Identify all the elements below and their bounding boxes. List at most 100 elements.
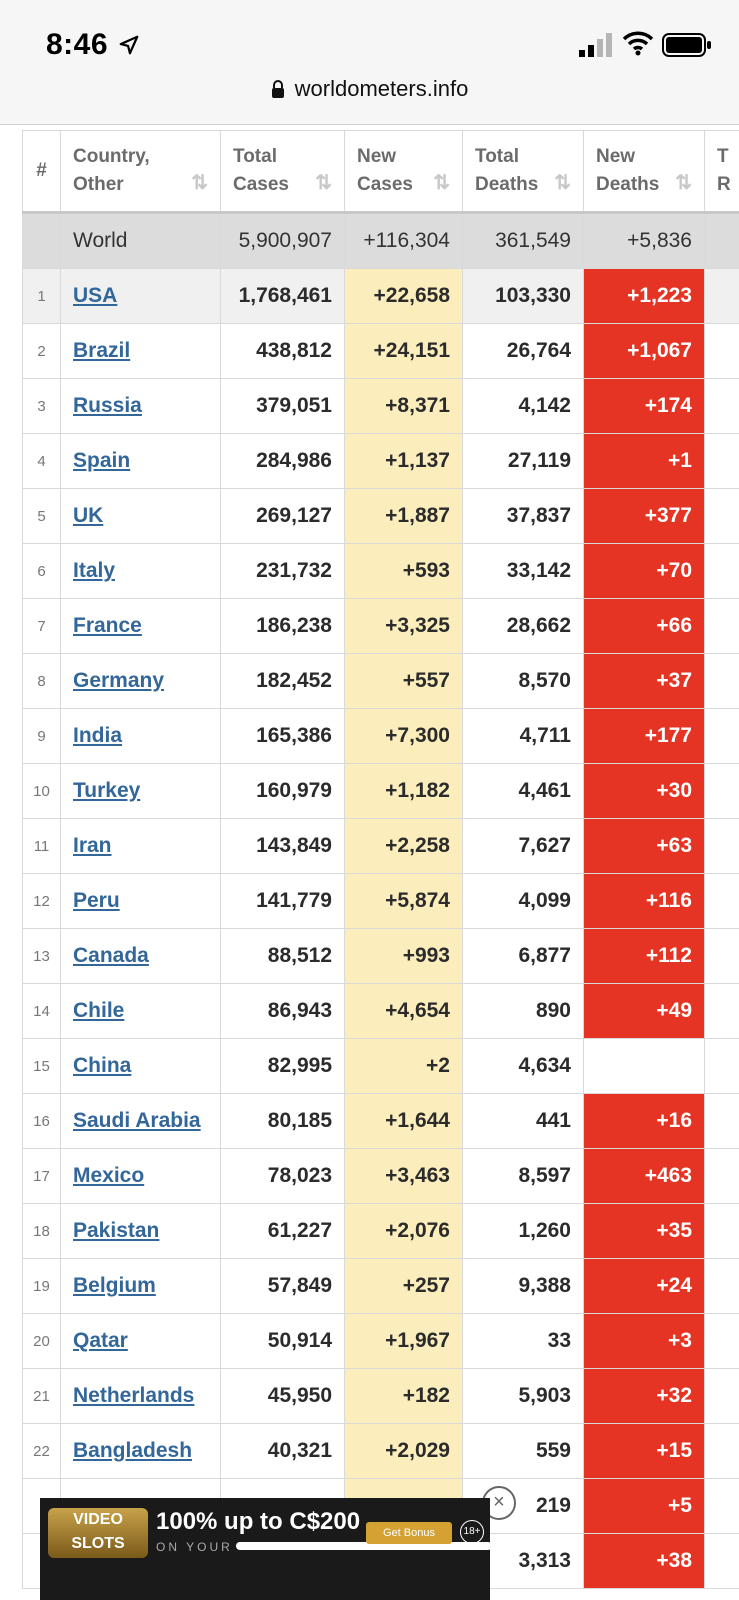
sort-icon[interactable]: ⇅ bbox=[191, 172, 208, 194]
new-deaths-cell bbox=[583, 1038, 705, 1094]
total-cases-cell: 50,914 bbox=[220, 1313, 345, 1369]
country-cell: India bbox=[60, 708, 221, 764]
sort-icon[interactable]: ⇅ bbox=[675, 172, 692, 194]
total-recovered-cell bbox=[704, 763, 739, 819]
country-link[interactable]: Brazil bbox=[73, 339, 131, 362]
country-link[interactable]: Spain bbox=[73, 449, 131, 472]
new-deaths-cell: +174 bbox=[583, 378, 705, 434]
rank-cell: 19 bbox=[22, 1258, 61, 1314]
rank-cell: 14 bbox=[22, 983, 61, 1039]
table-row: 14 Chile 86,943 +4,654 890 +49 bbox=[22, 983, 739, 1039]
new-cases-cell: +2,029 bbox=[344, 1423, 463, 1479]
header-label: Cases bbox=[357, 174, 413, 195]
table-row: 10 Turkey 160,979 +1,182 4,461 +30 bbox=[22, 763, 739, 819]
country-link[interactable]: Russia bbox=[73, 394, 142, 417]
total-deaths-cell: 8,597 bbox=[462, 1148, 584, 1204]
country-link[interactable]: Mexico bbox=[73, 1164, 145, 1187]
sort-icon[interactable]: ⇅ bbox=[554, 172, 571, 194]
table-row: 15 China 82,995 +2 4,634 bbox=[22, 1038, 739, 1094]
covid-table: # Country, Other ⇅ Total Cases ⇅ New Cases ⇅ Total… bbox=[22, 130, 739, 1589]
header-rank[interactable]: # bbox=[22, 130, 61, 214]
country-link[interactable]: Belgium bbox=[73, 1274, 156, 1297]
total-recovered-cell bbox=[704, 268, 739, 324]
new-deaths-cell: +63 bbox=[583, 818, 705, 874]
header-label: Deaths bbox=[475, 174, 539, 195]
country-cell: World bbox=[60, 212, 221, 269]
header-label: Other bbox=[73, 174, 124, 195]
new-deaths-cell: +463 bbox=[583, 1148, 705, 1204]
rank-cell: 21 bbox=[22, 1368, 61, 1424]
covid-table-container[interactable]: # Country, Other ⇅ Total Cases ⇅ New Cases ⇅ Total… bbox=[22, 130, 739, 1600]
country-link[interactable]: Canada bbox=[73, 944, 149, 967]
country-link[interactable]: Italy bbox=[73, 559, 116, 582]
total-deaths-cell: 5,903 bbox=[462, 1368, 584, 1424]
battery-icon bbox=[662, 33, 711, 57]
header-new-deaths[interactable]: New Deaths ⇅ bbox=[583, 130, 705, 214]
new-cases-cell: +5,874 bbox=[344, 873, 463, 929]
lock-icon bbox=[271, 80, 284, 98]
cellular-signal-icon bbox=[579, 33, 612, 57]
new-deaths-cell: +16 bbox=[583, 1093, 705, 1149]
total-recovered-cell bbox=[704, 1093, 739, 1149]
country-link[interactable]: USA bbox=[73, 284, 118, 307]
ad-logo: VIDEO SLOTS bbox=[48, 1508, 148, 1558]
total-cases-cell: 86,943 bbox=[220, 983, 345, 1039]
sort-icon[interactable]: ⇅ bbox=[433, 172, 450, 194]
country-link[interactable]: India bbox=[73, 724, 123, 747]
total-recovered-cell bbox=[704, 488, 739, 544]
header-label: Total bbox=[475, 146, 519, 167]
rank-cell: 16 bbox=[22, 1093, 61, 1149]
country-link[interactable]: Netherlands bbox=[73, 1384, 195, 1407]
country-link[interactable]: Bangladesh bbox=[73, 1439, 193, 1462]
country-link[interactable]: France bbox=[73, 614, 142, 637]
sort-desc-icon[interactable]: ⇅ bbox=[315, 172, 332, 194]
header-total-cases[interactable]: Total Cases ⇅ bbox=[220, 130, 345, 214]
new-deaths-cell: +112 bbox=[583, 928, 705, 984]
header-total-deaths[interactable]: Total Deaths ⇅ bbox=[462, 130, 584, 214]
country-link[interactable]: Saudi Arabia bbox=[73, 1109, 201, 1132]
total-recovered-cell bbox=[704, 1203, 739, 1259]
rank-cell: 20 bbox=[22, 1313, 61, 1369]
country-link[interactable]: Pakistan bbox=[73, 1219, 160, 1242]
country-link[interactable]: Germany bbox=[73, 669, 165, 692]
rank-cell: 5 bbox=[22, 488, 61, 544]
new-deaths-cell: +37 bbox=[583, 653, 705, 709]
new-deaths-cell: +177 bbox=[583, 708, 705, 764]
new-cases-cell: +1,182 bbox=[344, 763, 463, 819]
header-new-cases[interactable]: New Cases ⇅ bbox=[344, 130, 463, 214]
ad-subtitle: ON YOUR bbox=[156, 1540, 233, 1554]
country-link[interactable]: UK bbox=[73, 504, 104, 527]
table-row: 20 Qatar 50,914 +1,967 33 +3 bbox=[22, 1313, 739, 1369]
header-country[interactable]: Country, Other ⇅ bbox=[60, 130, 221, 214]
country-link[interactable]: Qatar bbox=[73, 1329, 128, 1352]
country-link[interactable]: Peru bbox=[73, 889, 120, 912]
total-recovered-cell bbox=[704, 1533, 739, 1589]
table-row: 2 Brazil 438,812 +24,151 26,764 +1,067 bbox=[22, 323, 739, 379]
total-deaths-cell: 33,142 bbox=[462, 543, 584, 599]
new-deaths-cell: +377 bbox=[583, 488, 705, 544]
country-link[interactable]: Chile bbox=[73, 999, 125, 1022]
address-bar[interactable]: worldometers.info bbox=[0, 76, 739, 102]
country-cell: Qatar bbox=[60, 1313, 221, 1369]
table-row: 4 Spain 284,986 +1,137 27,119 +1 bbox=[22, 433, 739, 489]
new-cases-cell: +593 bbox=[344, 543, 463, 599]
new-cases-cell: +557 bbox=[344, 653, 463, 709]
total-deaths-cell: 4,099 bbox=[462, 873, 584, 929]
rank-cell: 3 bbox=[22, 378, 61, 434]
new-deaths-cell: +35 bbox=[583, 1203, 705, 1259]
country-link[interactable]: Turkey bbox=[73, 779, 141, 802]
total-cases-cell: 40,321 bbox=[220, 1423, 345, 1479]
table-row: 9 India 165,386 +7,300 4,711 +177 bbox=[22, 708, 739, 764]
new-cases-cell: +4,654 bbox=[344, 983, 463, 1039]
ad-get-bonus-button[interactable]: Get Bonus bbox=[366, 1522, 452, 1544]
total-cases-cell: 143,849 bbox=[220, 818, 345, 874]
ad-banner[interactable]: VIDEO SLOTS 100% up to C$200 ON YOUR Get… bbox=[40, 1498, 490, 1600]
total-cases-cell: 284,986 bbox=[220, 433, 345, 489]
country-link[interactable]: Iran bbox=[73, 834, 112, 857]
rank-cell: 15 bbox=[22, 1038, 61, 1094]
header-label: Total bbox=[233, 146, 277, 167]
new-cases-cell: +22,658 bbox=[344, 268, 463, 324]
country-link[interactable]: China bbox=[73, 1054, 132, 1077]
total-cases-cell: 165,386 bbox=[220, 708, 345, 764]
